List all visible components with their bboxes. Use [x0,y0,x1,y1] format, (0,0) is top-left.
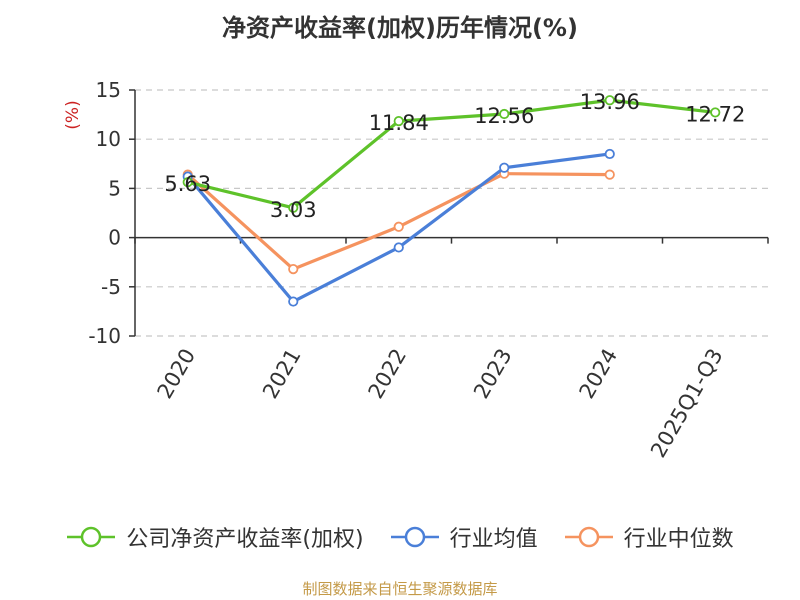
data-label: 11.84 [369,111,429,135]
x-tick-label: 2021 [258,345,306,403]
data-point [393,115,404,127]
data-point [499,108,510,120]
data-point [393,242,404,253]
y-tick-label: -10 [88,324,121,348]
x-tick-label: 2025Q1-Q3 [646,345,728,462]
x-tick-label: 2024 [575,345,623,403]
data-label: 12.56 [474,104,534,128]
x-tick-label: 2023 [469,345,517,403]
y-tick-label: 0 [108,226,121,250]
y-tick-label: 10 [96,127,121,151]
data-label: 3.03 [270,198,317,222]
data-point [499,162,510,173]
y-tick-label: 15 [96,78,121,102]
legend: 公司净资产收益率(加权) 行业均值 行业中位数 [0,520,800,554]
data-label: 5.63 [164,172,211,196]
data-point [288,263,299,275]
data-label: 12.72 [685,102,745,126]
legend-marker-industry-median [564,526,613,548]
data-point [604,148,615,160]
legend-item-company[interactable]: 公司净资产收益率(加权) [66,521,364,553]
data-point [604,169,615,180]
series-line [187,98,716,210]
data-point [604,95,615,106]
data-point [710,107,721,118]
data-point [182,177,193,188]
y-axis-label: (%) [63,100,83,129]
legend-label-industry-median: 行业中位数 [623,527,734,552]
data-point [393,221,404,232]
data-point [288,296,299,307]
line-chart: 15 10 5 0 -5 -10 (%) 2020 2021 2022 2023 2024 2025Q1… [63,78,769,462]
legend-circle [81,526,102,548]
y-tick-label: -5 [101,275,121,299]
source-note: 制图数据来自恒生聚源数据库 [302,580,498,598]
x-tick-label: 2020 [153,345,201,403]
legend-item-industry-median[interactable]: 行业中位数 [564,521,734,553]
data-point [288,202,299,213]
legend-item-industry-mean[interactable]: 行业均值 [390,521,538,553]
legend-circle [578,526,599,548]
legend-marker-company [67,526,116,548]
legend-circle [404,526,425,548]
legend-label-company: 公司净资产收益率(加权) [126,527,364,552]
x-tick-label: 2022 [364,345,412,403]
legend-marker-industry-mean [390,526,439,548]
data-label: 13.96 [580,90,640,114]
chart-title: 净资产收益率(加权)历年情况(%) [222,14,578,42]
y-tick-label: 5 [108,176,121,200]
legend-label-industry-mean: 行业均值 [449,527,538,552]
